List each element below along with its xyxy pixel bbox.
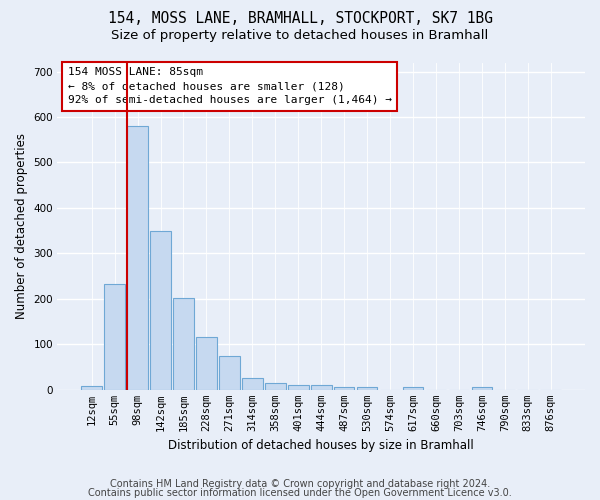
Bar <box>104 284 125 390</box>
Bar <box>403 387 424 390</box>
Bar <box>311 385 332 390</box>
Bar <box>150 230 171 390</box>
Bar <box>219 356 239 390</box>
Bar <box>265 382 286 390</box>
Bar <box>242 378 263 390</box>
Text: 154, MOSS LANE, BRAMHALL, STOCKPORT, SK7 1BG: 154, MOSS LANE, BRAMHALL, STOCKPORT, SK7… <box>107 11 493 26</box>
Text: 154 MOSS LANE: 85sqm
← 8% of detached houses are smaller (128)
92% of semi-detac: 154 MOSS LANE: 85sqm ← 8% of detached ho… <box>68 68 392 106</box>
Bar <box>196 338 217 390</box>
Y-axis label: Number of detached properties: Number of detached properties <box>15 133 28 319</box>
Text: Contains HM Land Registry data © Crown copyright and database right 2024.: Contains HM Land Registry data © Crown c… <box>110 479 490 489</box>
X-axis label: Distribution of detached houses by size in Bramhall: Distribution of detached houses by size … <box>168 440 474 452</box>
Bar <box>82 386 102 390</box>
Text: Size of property relative to detached houses in Bramhall: Size of property relative to detached ho… <box>112 29 488 42</box>
Bar <box>288 385 308 390</box>
Bar <box>334 387 355 390</box>
Bar <box>127 126 148 390</box>
Bar <box>472 387 492 390</box>
Text: Contains public sector information licensed under the Open Government Licence v3: Contains public sector information licen… <box>88 488 512 498</box>
Bar <box>173 298 194 390</box>
Bar <box>357 387 377 390</box>
